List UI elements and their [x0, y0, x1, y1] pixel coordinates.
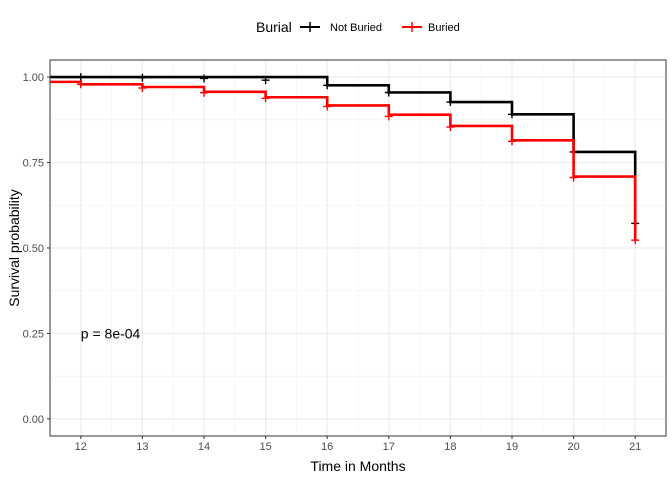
- x-tick-label: 18: [444, 441, 456, 453]
- x-tick-label: 16: [321, 441, 333, 453]
- censor-mark-buried: [323, 102, 332, 111]
- y-axis: 0.00 0.25 0.50 0.75 1.00: [23, 72, 50, 426]
- x-tick-label: 17: [383, 441, 395, 453]
- y-tick-label: 0.00: [23, 414, 44, 426]
- x-axis-title: Time in Months: [310, 458, 405, 474]
- legend-title: Burial: [256, 19, 292, 35]
- censor-mark-buried: [384, 112, 393, 121]
- legend: Burial Not Buried Buried: [256, 19, 460, 35]
- x-tick-label: 12: [75, 441, 87, 453]
- legend-label-not-buried: Not Buried: [330, 22, 382, 34]
- censor-mark-not-buried: [76, 73, 85, 82]
- censor-mark-buried: [138, 84, 147, 93]
- censor-mark-not-buried: [446, 98, 455, 107]
- censor-mark-not-buried: [138, 73, 147, 82]
- censor-mark-not-buried: [200, 74, 208, 83]
- series-layer: [50, 73, 640, 245]
- censor-mark-buried: [261, 94, 270, 103]
- censor-mark-not-buried: [323, 81, 332, 90]
- x-tick-label: 15: [259, 441, 271, 453]
- censor-mark-buried: [631, 236, 640, 245]
- censor-mark-not-buried: [508, 110, 516, 119]
- x-tick-label: 21: [629, 441, 641, 453]
- x-tick-label: 19: [506, 441, 518, 453]
- censor-mark-buried: [569, 173, 578, 182]
- x-tick-label: 14: [198, 441, 210, 453]
- censor-mark-buried: [446, 122, 455, 131]
- legend-label-buried: Buried: [428, 22, 460, 34]
- y-tick-label: 1.00: [23, 72, 44, 84]
- censor-mark-buried: [200, 88, 208, 97]
- x-tick-label: 20: [567, 441, 579, 453]
- y-tick-label: 0.25: [23, 328, 44, 340]
- y-tick-label: 0.75: [23, 158, 44, 170]
- p-value-annotation: p = 8e-04: [81, 325, 141, 341]
- censor-mark-buried: [508, 137, 516, 146]
- censor-mark-not-buried: [261, 76, 270, 85]
- grid-major: [50, 60, 666, 436]
- x-axis: 12 13 14 15 16 17 18 19 20 21: [75, 436, 641, 453]
- x-tick-label: 13: [136, 441, 148, 453]
- censor-mark-buried: [76, 80, 85, 89]
- y-axis-title: Survival probability: [6, 189, 22, 307]
- y-tick-label: 0.50: [23, 243, 44, 255]
- censor-mark-not-buried: [384, 88, 393, 97]
